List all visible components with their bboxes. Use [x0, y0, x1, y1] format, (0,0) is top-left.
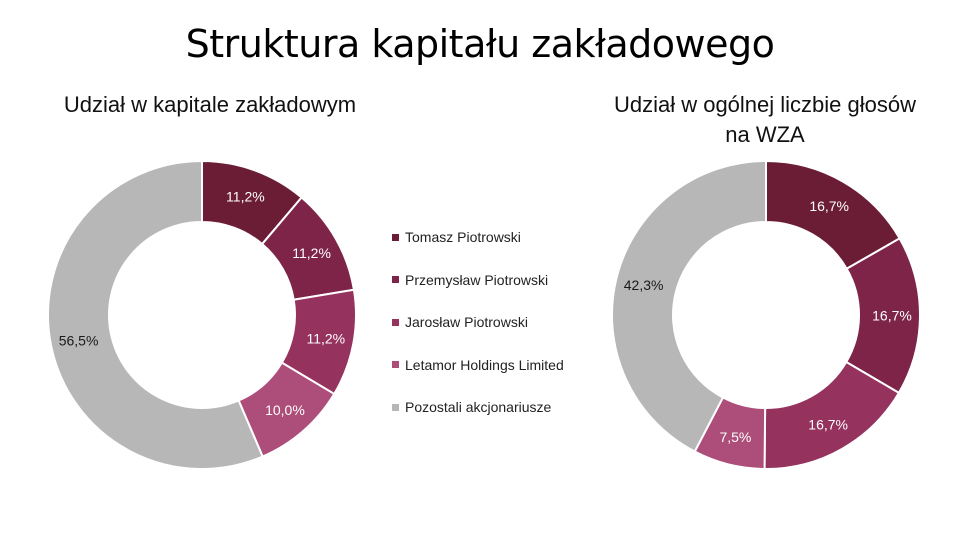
chart-title-votes: Udział w ogólnej liczbie głosów na WZA	[613, 92, 917, 147]
legend-swatch	[392, 276, 399, 284]
data-label-votes-0: 16,7%	[809, 198, 849, 214]
data-label-capital-2: 11,2%	[306, 330, 345, 346]
legend-swatch	[392, 361, 399, 369]
chart-legend: Tomasz Piotrowski Przemysław Piotrowski …	[392, 216, 622, 429]
legend-swatch	[392, 233, 399, 241]
legend-item: Jarosław Piotrowski	[392, 301, 622, 344]
legend-item: Tomasz Piotrowski	[392, 216, 622, 259]
legend-label: Przemysław Piotrowski	[405, 271, 549, 288]
legend-swatch	[392, 318, 399, 326]
donut-slice-capital-4	[47, 159, 264, 470]
data-label-votes-3: 7,5%	[719, 429, 751, 445]
legend-label: Jarosław Piotrowski	[405, 314, 528, 331]
data-label-votes-4: 42,3%	[624, 277, 664, 293]
legend-label: Letamor Holdings Limited	[405, 356, 564, 373]
chart-title-capital: Udział w kapitale zakładowym	[63, 92, 357, 117]
legend-swatch	[392, 403, 399, 411]
legend-item: Letamor Holdings Limited	[392, 344, 622, 387]
data-label-votes-2: 16,7%	[808, 417, 848, 433]
page-title: Struktura kapitału zakładowego	[185, 22, 775, 66]
data-label-capital-3: 10,0%	[265, 402, 305, 418]
legend-label: Pozostali akcjonariusze	[405, 399, 552, 416]
data-label-capital-1: 11,2%	[292, 245, 331, 261]
data-label-capital-0: 11,2%	[226, 189, 265, 205]
legend-item: Pozostali akcjonariusze	[392, 386, 622, 429]
data-label-votes-1: 16,7%	[872, 308, 912, 324]
legend-label: Tomasz Piotrowski	[405, 229, 521, 246]
donut-slice-votes-4	[611, 159, 767, 453]
data-label-capital-4: 56,5%	[59, 332, 99, 348]
legend-item: Przemysław Piotrowski	[392, 259, 622, 302]
